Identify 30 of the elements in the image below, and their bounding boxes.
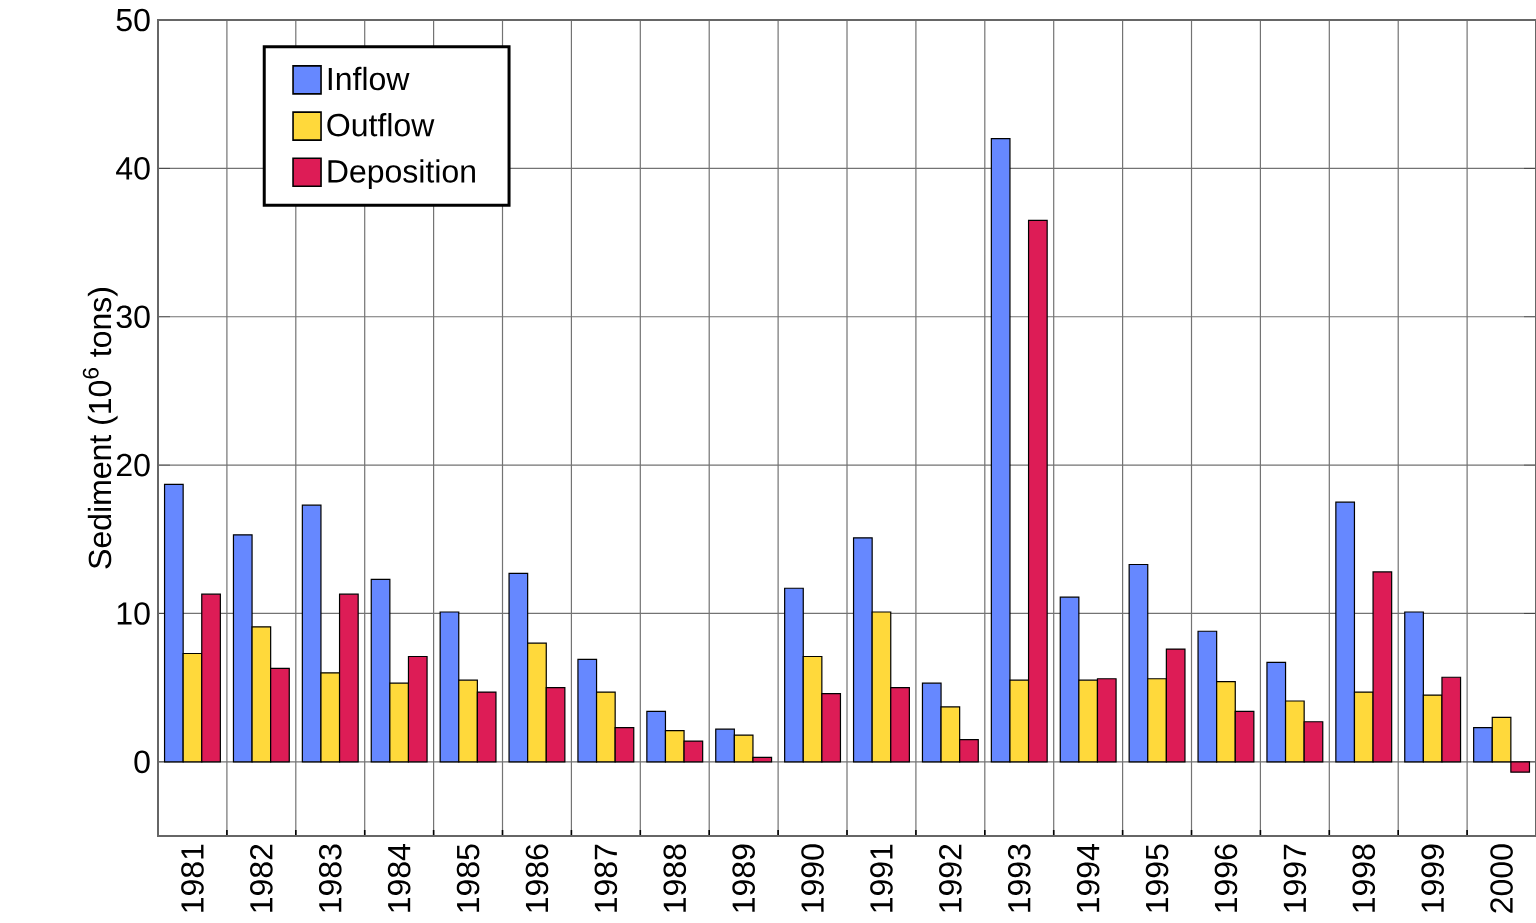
x-tick-label: 1988 [663, 844, 687, 912]
x-tick-label: 1987 [594, 844, 618, 912]
x-tick-label: 2000 [1490, 844, 1513, 913]
x-tick-label: 1985 [456, 844, 480, 912]
y-tick-label: 40 [116, 157, 150, 180]
x-tick-label: 1999 [1421, 844, 1444, 912]
x-tick-label: 1982 [250, 844, 273, 912]
x-tick-label: 1989 [732, 844, 755, 912]
x-tick-label: 1986 [525, 844, 549, 912]
x-tick-label: 1990 [801, 844, 824, 912]
x-tick-label: 1995 [1145, 844, 1169, 912]
x-tick-label: 1998 [1352, 844, 1376, 912]
x-tick-label: 1997 [1283, 844, 1307, 912]
x-tick-label: 1983 [318, 844, 342, 912]
y-tick-label: 10 [117, 602, 150, 625]
y-axis-title: Sediment (10$^{6}$ tons) [82, 288, 118, 569]
x-tick-label: 1991 [870, 844, 893, 912]
y-tick-label: 0 [134, 750, 150, 774]
x-tick-label: 1981 [181, 844, 204, 912]
y-tick-label: 20 [116, 453, 150, 477]
y-tick-label: 30 [116, 305, 150, 329]
legend-label: Inflow [328, 66, 410, 91]
x-tick-label: 1996 [1214, 844, 1238, 912]
x-tick-label: 1994 [1076, 844, 1100, 912]
y-tick-label: 50 [116, 8, 150, 32]
x-tick-label: 1984 [387, 844, 411, 912]
legend-label: Deposition [328, 159, 475, 190]
x-tick-label: 1993 [1007, 844, 1031, 912]
x-tick-label: 1992 [939, 844, 962, 912]
legend-label: Outflow [327, 113, 435, 137]
